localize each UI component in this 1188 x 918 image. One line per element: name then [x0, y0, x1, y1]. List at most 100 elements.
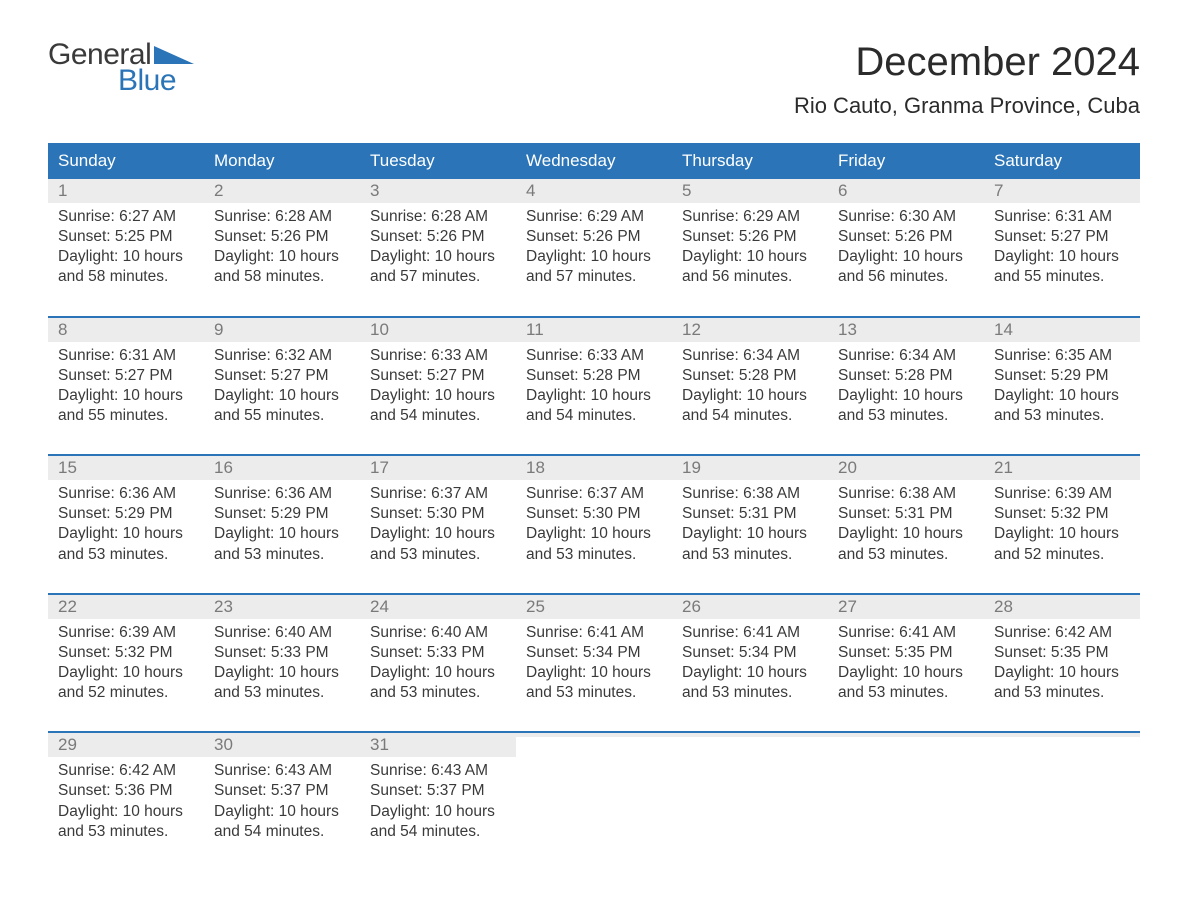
daylight-text: and 52 minutes. — [994, 545, 1130, 565]
cell-body: Sunrise: 6:29 AMSunset: 5:26 PMDaylight:… — [672, 203, 828, 288]
sunrise-text: Sunrise: 6:40 AM — [370, 623, 506, 643]
cell-body: Sunrise: 6:43 AMSunset: 5:37 PMDaylight:… — [204, 757, 360, 842]
calendar-cell: 11Sunrise: 6:33 AMSunset: 5:28 PMDayligh… — [516, 318, 672, 455]
daylight-text: Daylight: 10 hours — [370, 386, 506, 406]
calendar-cell: 13Sunrise: 6:34 AMSunset: 5:28 PMDayligh… — [828, 318, 984, 455]
sunset-text: Sunset: 5:26 PM — [838, 227, 974, 247]
sunset-text: Sunset: 5:29 PM — [214, 504, 350, 524]
cell-body: Sunrise: 6:40 AMSunset: 5:33 PMDaylight:… — [360, 619, 516, 704]
day-number: 7 — [984, 179, 1140, 203]
calendar-cell: 21Sunrise: 6:39 AMSunset: 5:32 PMDayligh… — [984, 456, 1140, 593]
daylight-text: and 53 minutes. — [994, 683, 1130, 703]
daylight-text: Daylight: 10 hours — [838, 247, 974, 267]
calendar-cell — [516, 733, 672, 870]
cell-body: Sunrise: 6:39 AMSunset: 5:32 PMDaylight:… — [48, 619, 204, 704]
calendar-cell: 19Sunrise: 6:38 AMSunset: 5:31 PMDayligh… — [672, 456, 828, 593]
calendar-cell: 5Sunrise: 6:29 AMSunset: 5:26 PMDaylight… — [672, 179, 828, 316]
sunset-text: Sunset: 5:32 PM — [58, 643, 194, 663]
cell-body: Sunrise: 6:31 AMSunset: 5:27 PMDaylight:… — [48, 342, 204, 427]
logo-text-blue: Blue — [118, 66, 194, 96]
day-number: 23 — [204, 595, 360, 619]
day-number: 27 — [828, 595, 984, 619]
cell-body: Sunrise: 6:31 AMSunset: 5:27 PMDaylight:… — [984, 203, 1140, 288]
daylight-text: Daylight: 10 hours — [682, 663, 818, 683]
daylight-text: and 52 minutes. — [58, 683, 194, 703]
cell-body — [828, 737, 984, 741]
day-number: 24 — [360, 595, 516, 619]
day-number: 16 — [204, 456, 360, 480]
day-number: 13 — [828, 318, 984, 342]
sunset-text: Sunset: 5:36 PM — [58, 781, 194, 801]
calendar-cell: 7Sunrise: 6:31 AMSunset: 5:27 PMDaylight… — [984, 179, 1140, 316]
day-number: 8 — [48, 318, 204, 342]
daylight-text: and 53 minutes. — [994, 406, 1130, 426]
sunset-text: Sunset: 5:35 PM — [994, 643, 1130, 663]
sunrise-text: Sunrise: 6:36 AM — [58, 484, 194, 504]
cell-body: Sunrise: 6:36 AMSunset: 5:29 PMDaylight:… — [48, 480, 204, 565]
daylight-text: and 54 minutes. — [526, 406, 662, 426]
sunrise-text: Sunrise: 6:43 AM — [214, 761, 350, 781]
daylight-text: and 53 minutes. — [214, 683, 350, 703]
cell-body: Sunrise: 6:42 AMSunset: 5:35 PMDaylight:… — [984, 619, 1140, 704]
daylight-text: Daylight: 10 hours — [994, 386, 1130, 406]
daylight-text: Daylight: 10 hours — [526, 247, 662, 267]
weeks-container: 1Sunrise: 6:27 AMSunset: 5:25 PMDaylight… — [48, 179, 1140, 870]
cell-body: Sunrise: 6:38 AMSunset: 5:31 PMDaylight:… — [672, 480, 828, 565]
daylight-text: Daylight: 10 hours — [682, 524, 818, 544]
daylight-text: Daylight: 10 hours — [214, 247, 350, 267]
logo: General Blue — [48, 40, 194, 96]
sunrise-text: Sunrise: 6:38 AM — [838, 484, 974, 504]
sunrise-text: Sunrise: 6:31 AM — [58, 346, 194, 366]
sunset-text: Sunset: 5:27 PM — [58, 366, 194, 386]
sunset-text: Sunset: 5:27 PM — [214, 366, 350, 386]
cell-body: Sunrise: 6:33 AMSunset: 5:28 PMDaylight:… — [516, 342, 672, 427]
calendar-cell: 29Sunrise: 6:42 AMSunset: 5:36 PMDayligh… — [48, 733, 204, 870]
sunset-text: Sunset: 5:26 PM — [214, 227, 350, 247]
daylight-text: Daylight: 10 hours — [838, 663, 974, 683]
sunset-text: Sunset: 5:34 PM — [526, 643, 662, 663]
sunrise-text: Sunrise: 6:35 AM — [994, 346, 1130, 366]
sunrise-text: Sunrise: 6:29 AM — [682, 207, 818, 227]
daylight-text: and 54 minutes. — [214, 822, 350, 842]
day-number: 20 — [828, 456, 984, 480]
daylight-text: and 53 minutes. — [838, 683, 974, 703]
sunset-text: Sunset: 5:35 PM — [838, 643, 974, 663]
cell-body: Sunrise: 6:41 AMSunset: 5:34 PMDaylight:… — [672, 619, 828, 704]
cell-body: Sunrise: 6:38 AMSunset: 5:31 PMDaylight:… — [828, 480, 984, 565]
sunset-text: Sunset: 5:34 PM — [682, 643, 818, 663]
sunrise-text: Sunrise: 6:37 AM — [526, 484, 662, 504]
sunrise-text: Sunrise: 6:29 AM — [526, 207, 662, 227]
sunrise-text: Sunrise: 6:28 AM — [370, 207, 506, 227]
sunrise-text: Sunrise: 6:38 AM — [682, 484, 818, 504]
sunset-text: Sunset: 5:31 PM — [838, 504, 974, 524]
header: General Blue December 2024 Rio Cauto, Gr… — [48, 40, 1140, 119]
sunset-text: Sunset: 5:27 PM — [370, 366, 506, 386]
cell-body: Sunrise: 6:41 AMSunset: 5:34 PMDaylight:… — [516, 619, 672, 704]
cell-body: Sunrise: 6:42 AMSunset: 5:36 PMDaylight:… — [48, 757, 204, 842]
sunrise-text: Sunrise: 6:39 AM — [994, 484, 1130, 504]
day-number: 10 — [360, 318, 516, 342]
sunrise-text: Sunrise: 6:32 AM — [214, 346, 350, 366]
month-title: December 2024 — [794, 40, 1140, 85]
cell-body: Sunrise: 6:27 AMSunset: 5:25 PMDaylight:… — [48, 203, 204, 288]
sunrise-text: Sunrise: 6:39 AM — [58, 623, 194, 643]
calendar-cell — [828, 733, 984, 870]
cell-body: Sunrise: 6:40 AMSunset: 5:33 PMDaylight:… — [204, 619, 360, 704]
sunset-text: Sunset: 5:26 PM — [526, 227, 662, 247]
day-number: 9 — [204, 318, 360, 342]
daylight-text: and 53 minutes. — [370, 683, 506, 703]
sunset-text: Sunset: 5:29 PM — [58, 504, 194, 524]
daylight-text: and 54 minutes. — [370, 406, 506, 426]
calendar-cell — [984, 733, 1140, 870]
calendar-cell: 31Sunrise: 6:43 AMSunset: 5:37 PMDayligh… — [360, 733, 516, 870]
day-header-tuesday: Tuesday — [360, 143, 516, 179]
day-number: 21 — [984, 456, 1140, 480]
day-number: 14 — [984, 318, 1140, 342]
calendar-cell: 28Sunrise: 6:42 AMSunset: 5:35 PMDayligh… — [984, 595, 1140, 732]
cell-body: Sunrise: 6:33 AMSunset: 5:27 PMDaylight:… — [360, 342, 516, 427]
calendar-cell: 26Sunrise: 6:41 AMSunset: 5:34 PMDayligh… — [672, 595, 828, 732]
sunrise-text: Sunrise: 6:27 AM — [58, 207, 194, 227]
cell-body: Sunrise: 6:37 AMSunset: 5:30 PMDaylight:… — [516, 480, 672, 565]
daylight-text: Daylight: 10 hours — [214, 524, 350, 544]
daylight-text: and 55 minutes. — [994, 267, 1130, 287]
